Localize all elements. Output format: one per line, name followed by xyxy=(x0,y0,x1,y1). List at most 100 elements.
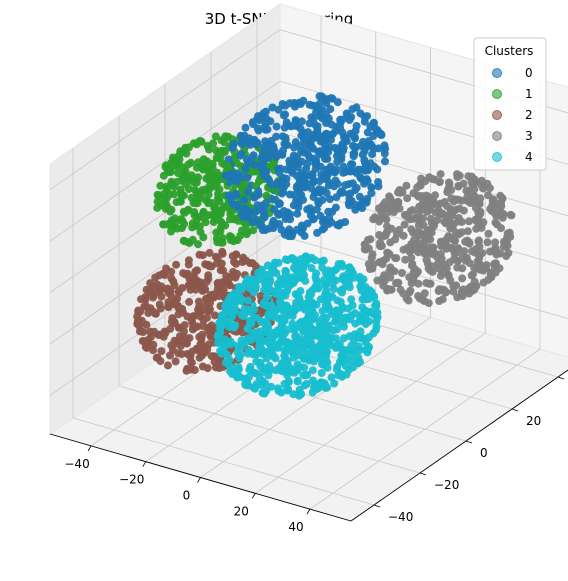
scatter-point-cluster-4 xyxy=(356,334,365,343)
scatter-point-cluster-4 xyxy=(311,349,320,358)
scatter-point-cluster-0 xyxy=(321,136,330,145)
scatter-point-cluster-0 xyxy=(326,105,335,114)
scatter-point-cluster-1 xyxy=(214,189,222,198)
scatter-point-cluster-3 xyxy=(385,192,394,201)
scatter-point-cluster-0 xyxy=(248,118,257,127)
scatter-point-cluster-2 xyxy=(214,292,223,300)
scatter-point-cluster-4 xyxy=(359,275,368,284)
scatter-point-cluster-1 xyxy=(227,233,236,242)
scatter-point-cluster-3 xyxy=(413,191,422,200)
scatter-point-cluster-4 xyxy=(299,347,308,356)
scatter-point-cluster-4 xyxy=(284,377,293,386)
scatter-point-cluster-4 xyxy=(338,288,346,297)
scatter-point-cluster-4 xyxy=(305,301,314,310)
scatter-point-cluster-4 xyxy=(295,299,304,308)
scatter-point-cluster-2 xyxy=(195,250,204,259)
scatter-point-cluster-0 xyxy=(316,112,325,121)
scatter-point-cluster-4 xyxy=(225,317,234,325)
scatter-point-cluster-3 xyxy=(470,191,479,200)
scatter-point-cluster-3 xyxy=(465,217,473,226)
scatter-point-cluster-0 xyxy=(358,150,367,159)
scatter-point-cluster-0 xyxy=(272,132,281,141)
scatter-point-cluster-0 xyxy=(224,155,233,164)
scatter-point-cluster-0 xyxy=(290,143,298,152)
scatter-point-cluster-0 xyxy=(370,162,379,171)
scatter-point-cluster-4 xyxy=(365,317,374,326)
scatter-point-cluster-0 xyxy=(256,162,265,171)
scatter-point-cluster-0 xyxy=(280,123,289,132)
scatter-point-cluster-3 xyxy=(444,232,453,241)
scatter-point-cluster-0 xyxy=(328,207,337,216)
x-tick xyxy=(306,508,311,515)
scatter-point-cluster-3 xyxy=(404,296,413,305)
legend: Clusters 0 1 2 3 4 xyxy=(473,37,547,171)
scatter-point-cluster-0 xyxy=(279,183,288,192)
scatter-point-cluster-1 xyxy=(204,211,213,220)
scatter-point-cluster-4 xyxy=(305,296,313,305)
scatter-point-cluster-1 xyxy=(205,145,213,154)
scatter-point-cluster-3 xyxy=(392,254,401,263)
scatter-point-cluster-4 xyxy=(283,325,292,334)
scatter-point-cluster-0 xyxy=(341,135,350,144)
scatter-point-cluster-4 xyxy=(273,343,282,352)
scatter-point-cluster-4 xyxy=(318,314,327,323)
scatter-point-cluster-0 xyxy=(259,171,268,180)
scatter-point-cluster-0 xyxy=(259,109,268,118)
scatter-point-cluster-2 xyxy=(203,364,212,373)
scatter-point-cluster-2 xyxy=(218,247,227,256)
scatter-point-cluster-1 xyxy=(223,163,232,172)
scatter-point-cluster-3 xyxy=(451,195,460,204)
scatter-point-cluster-0 xyxy=(240,195,249,204)
scatter-point-cluster-3 xyxy=(414,292,423,300)
scatter-point-cluster-4 xyxy=(334,371,343,380)
scatter-point-cluster-2 xyxy=(156,357,165,366)
scatter-point-cluster-0 xyxy=(229,140,238,148)
scatter-point-cluster-2 xyxy=(184,260,193,269)
scatter-point-cluster-3 xyxy=(409,275,418,284)
scatter-point-cluster-3 xyxy=(504,249,513,257)
scatter-point-cluster-3 xyxy=(443,188,452,196)
scatter-point-cluster-3 xyxy=(380,277,389,285)
scatter-point-cluster-3 xyxy=(409,228,418,237)
scatter-point-cluster-3 xyxy=(463,236,472,245)
scatter-point-cluster-4 xyxy=(267,382,276,391)
scatter-point-cluster-0 xyxy=(296,171,305,180)
scatter-point-cluster-0 xyxy=(320,224,329,233)
scatter-point-cluster-4 xyxy=(252,350,261,359)
scatter-point-cluster-0 xyxy=(278,189,287,198)
scatter-point-cluster-2 xyxy=(222,272,231,281)
scatter-point-cluster-4 xyxy=(267,301,276,310)
scatter-point-cluster-3 xyxy=(474,236,483,245)
scatter-point-cluster-0 xyxy=(267,180,276,189)
scatter-point-cluster-4 xyxy=(226,340,235,349)
scatter-point-cluster-3 xyxy=(409,268,418,277)
scatter-point-cluster-2 xyxy=(183,349,192,358)
scatter-point-cluster-2 xyxy=(211,363,220,372)
scatter-point-cluster-4 xyxy=(304,331,312,340)
scatter-point-cluster-4 xyxy=(343,275,352,284)
scatter-point-cluster-2 xyxy=(185,275,194,284)
scatter-point-cluster-4 xyxy=(243,296,252,305)
scatter-point-cluster-4 xyxy=(311,256,320,265)
x-tick-label: −20 xyxy=(119,473,144,487)
scatter-point-cluster-4 xyxy=(293,360,302,369)
scatter-point-cluster-4 xyxy=(357,286,366,295)
legend-title: Clusters xyxy=(485,44,534,58)
scatter-point-cluster-0 xyxy=(352,167,361,176)
scatter-point-cluster-2 xyxy=(154,287,163,296)
scatter-point-cluster-4 xyxy=(266,270,275,279)
scatter-point-cluster-3 xyxy=(477,176,486,185)
scatter-point-cluster-4 xyxy=(225,295,233,304)
scatter-point-cluster-4 xyxy=(270,352,278,361)
scatter-point-cluster-3 xyxy=(373,276,382,285)
scatter-point-cluster-0 xyxy=(322,119,330,127)
scatter-point-cluster-2 xyxy=(183,339,191,348)
scatter-point-cluster-4 xyxy=(291,261,300,270)
scatter-point-cluster-3 xyxy=(390,267,399,276)
y-tick-label: −40 xyxy=(388,510,413,524)
scatter-point-cluster-3 xyxy=(498,194,507,203)
scatter-point-cluster-4 xyxy=(275,282,284,291)
scatter-point-cluster-2 xyxy=(139,328,148,336)
scatter-point-cluster-0 xyxy=(312,159,321,168)
scatter-point-cluster-3 xyxy=(433,253,442,261)
